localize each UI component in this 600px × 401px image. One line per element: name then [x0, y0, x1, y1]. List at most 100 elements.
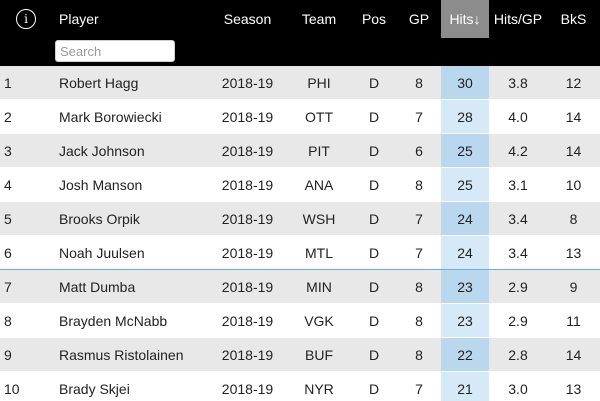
cell-bks: 11: [547, 303, 600, 338]
search-input[interactable]: [55, 40, 175, 62]
cell-team: NYR: [287, 371, 351, 401]
cell-team: VGK: [287, 303, 351, 338]
table-row[interactable]: 10 Brady Skjei 2018-19 NYR D 7 21 3.0 13: [0, 371, 600, 401]
cell-gp: 8: [397, 167, 441, 202]
filter-cell-empty: [0, 38, 55, 66]
cell-hits: 23: [441, 303, 489, 338]
filter-cell-empty: [287, 38, 351, 66]
cell-hits-per-gp: 3.1: [489, 167, 547, 202]
cell-hits: 30: [441, 66, 489, 100]
cell-season: 2018-19: [208, 269, 287, 304]
column-header-player[interactable]: Player: [55, 0, 208, 38]
cell-hits: 23: [441, 269, 489, 304]
cell-hits-per-gp: 4.0: [489, 99, 547, 134]
cell-hits-per-gp: 3.8: [489, 66, 547, 100]
cell-hits: 25: [441, 167, 489, 202]
filter-cell-empty: [441, 38, 489, 66]
cell-hits-per-gp: 4.2: [489, 133, 547, 168]
cell-pos: D: [351, 167, 397, 202]
table-row[interactable]: 7 Matt Dumba 2018-19 MIN D 8 23 2.9 9: [0, 269, 600, 304]
column-header-hits[interactable]: Hits↓: [441, 0, 489, 38]
cell-rank: 3: [0, 133, 55, 168]
cell-gp: 8: [397, 303, 441, 338]
table-body: 1 Robert Hagg 2018-19 PHI D 8 30 3.8 12 2 Mark Bor…: [0, 66, 600, 401]
cell-season: 2018-19: [208, 133, 287, 168]
cell-team: MTL: [287, 235, 351, 270]
cell-bks: 14: [547, 133, 600, 168]
cell-bks: 14: [547, 99, 600, 134]
column-header-gp[interactable]: GP: [397, 0, 441, 38]
column-header-team[interactable]: Team: [287, 0, 351, 38]
cell-hits-per-gp: 2.8: [489, 337, 547, 372]
filter-row: [0, 38, 600, 66]
cell-season: 2018-19: [208, 201, 287, 236]
cell-hits: 25: [441, 133, 489, 168]
column-header-season[interactable]: Season: [208, 0, 287, 38]
cell-gp: 8: [397, 337, 441, 372]
cell-season: 2018-19: [208, 371, 287, 401]
cell-pos: D: [351, 66, 397, 100]
cell-team: MIN: [287, 269, 351, 304]
filter-cell-empty: [208, 38, 287, 66]
column-header-pos[interactable]: Pos: [351, 0, 397, 38]
table-row[interactable]: 6 Noah Juulsen 2018-19 MTL D 7 24 3.4 13: [0, 235, 600, 270]
cell-pos: D: [351, 303, 397, 338]
cell-season: 2018-19: [208, 235, 287, 270]
cell-pos: D: [351, 235, 397, 270]
table-row[interactable]: 9 Rasmus Ristolainen 2018-19 BUF D 8 22 2.8 14: [0, 337, 600, 372]
cell-bks: 10: [547, 167, 600, 202]
cell-hits: 28: [441, 99, 489, 134]
table-row[interactable]: 2 Mark Borowiecki 2018-19 OTT D 7 28 4.0 14: [0, 99, 600, 134]
table-row[interactable]: 5 Brooks Orpik 2018-19 WSH D 7 24 3.4 8: [0, 201, 600, 236]
cell-pos: D: [351, 269, 397, 304]
table-row[interactable]: 1 Robert Hagg 2018-19 PHI D 8 30 3.8 12: [0, 66, 600, 100]
info-circle-icon[interactable]: i: [16, 9, 36, 29]
cell-team: PHI: [287, 66, 351, 100]
cell-player[interactable]: Rasmus Ristolainen: [55, 337, 208, 372]
cell-rank: 6: [0, 235, 55, 270]
cell-rank: 5: [0, 201, 55, 236]
header-row: i Player Season Team Pos GP Hits↓ Hits/G…: [0, 0, 600, 38]
cell-rank: 1: [0, 66, 55, 100]
filter-cell-empty: [547, 38, 600, 66]
cell-gp: 7: [397, 371, 441, 401]
cell-rank: 7: [0, 269, 55, 304]
cell-bks: 13: [547, 371, 600, 401]
cell-player[interactable]: Brayden McNabb: [55, 303, 208, 338]
cell-player[interactable]: Brady Skjei: [55, 371, 208, 401]
cell-gp: 6: [397, 133, 441, 168]
cell-team: PIT: [287, 133, 351, 168]
cell-player[interactable]: Mark Borowiecki: [55, 99, 208, 134]
cell-player[interactable]: Robert Hagg: [55, 66, 208, 100]
cell-player[interactable]: Matt Dumba: [55, 269, 208, 304]
column-header-bks[interactable]: BkS: [547, 0, 600, 38]
cell-season: 2018-19: [208, 167, 287, 202]
cell-hits: 22: [441, 337, 489, 372]
cell-team: BUF: [287, 337, 351, 372]
cell-season: 2018-19: [208, 303, 287, 338]
cell-player[interactable]: Brooks Orpik: [55, 201, 208, 236]
cell-player[interactable]: Jack Johnson: [55, 133, 208, 168]
column-header-rank[interactable]: i: [0, 0, 55, 38]
cell-pos: D: [351, 99, 397, 134]
cell-pos: D: [351, 133, 397, 168]
cell-rank: 4: [0, 167, 55, 202]
cell-hits: 24: [441, 235, 489, 270]
cell-team: OTT: [287, 99, 351, 134]
cell-hits: 21: [441, 371, 489, 401]
column-header-hits-per-gp[interactable]: Hits/GP: [489, 0, 547, 38]
table-row[interactable]: 4 Josh Manson 2018-19 ANA D 8 25 3.1 10: [0, 167, 600, 202]
cell-hits-per-gp: 3.0: [489, 371, 547, 401]
cell-gp: 7: [397, 201, 441, 236]
cell-rank: 2: [0, 99, 55, 134]
filter-cell-empty: [351, 38, 397, 66]
cell-player[interactable]: Noah Juulsen: [55, 235, 208, 270]
table-row[interactable]: 8 Brayden McNabb 2018-19 VGK D 8 23 2.9 11: [0, 303, 600, 338]
cell-bks: 13: [547, 235, 600, 270]
table-row[interactable]: 3 Jack Johnson 2018-19 PIT D 6 25 4.2 14: [0, 133, 600, 168]
cell-player[interactable]: Josh Manson: [55, 167, 208, 202]
cell-team: WSH: [287, 201, 351, 236]
cell-hits-per-gp: 2.9: [489, 269, 547, 304]
cell-bks: 8: [547, 201, 600, 236]
